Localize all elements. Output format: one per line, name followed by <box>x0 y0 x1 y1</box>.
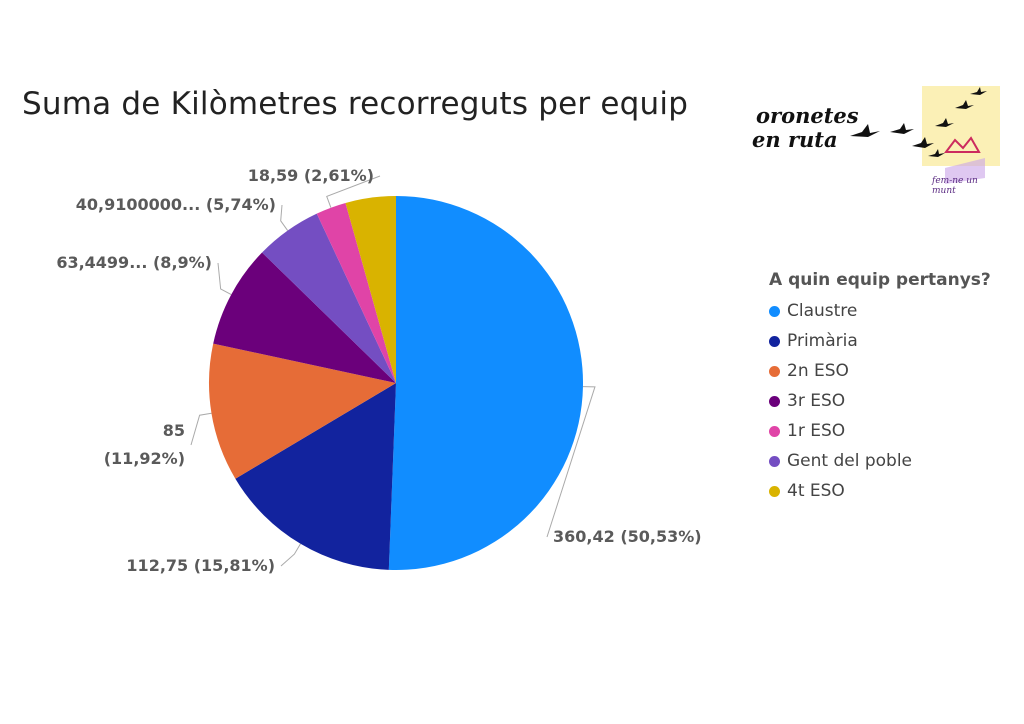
legend-items: Claustre Primària 2n ESO 3r ESO 1r ESO Gent d… <box>769 296 991 506</box>
logo-signature: fem-ne un munt <box>932 176 978 196</box>
legend-marker-icon <box>769 395 780 407</box>
legend-marker-icon <box>769 485 780 497</box>
data-label-3r-eso: 63,4499... (8,9%) <box>56 253 212 272</box>
swallows-icon <box>850 87 987 184</box>
logo-text-line1: oronetes <box>756 103 859 128</box>
data-label-gent-del-poble: 40,9100000... (5,74%) <box>76 195 276 214</box>
legend-title: A quin equip pertanys? <box>769 270 991 290</box>
leader-line-2n-eso <box>190 412 212 446</box>
pie-slice-4t-eso[interactable] <box>345 196 396 383</box>
data-label-primaria: 112,75 (15,81%) <box>126 556 275 575</box>
legend-item-claustre[interactable]: Claustre <box>769 296 991 326</box>
legend-marker-icon <box>769 305 780 317</box>
pie-slice-2n-eso[interactable] <box>208 343 396 479</box>
pie-slice-1r-eso[interactable] <box>316 202 396 383</box>
data-label-1r-eso: 18,59 (2,61%) <box>248 166 374 185</box>
legend-marker-icon <box>769 425 780 437</box>
legend-label: 2n ESO <box>787 361 849 381</box>
pie-slices <box>208 196 583 571</box>
pie-data-labels: 360,42 (50,53%) 112,75 (15,81%) 85 (11,92%)… <box>56 166 701 575</box>
leader-line-1r-eso <box>326 175 381 208</box>
legend-item-2n-eso[interactable]: 2n ESO <box>769 356 991 386</box>
leader-line-claustre <box>546 386 596 538</box>
data-label-2n-eso: 85 (11,92%) <box>104 421 185 468</box>
legend-marker-icon <box>769 335 780 347</box>
logo-text-line2: en ruta <box>752 127 838 152</box>
pie-leader-lines <box>190 175 596 567</box>
pie-slice-gent-del-poble[interactable] <box>262 213 396 383</box>
leader-line-gent-del-poble <box>280 204 289 231</box>
leader-line-3r-eso <box>217 262 232 296</box>
pie-slice-claustre[interactable] <box>388 196 583 571</box>
logo-wordmark: oronetes en ruta <box>752 103 859 152</box>
legend-label: 3r ESO <box>787 391 846 411</box>
legend-item-primaria[interactable]: Primària <box>769 326 991 356</box>
chart-title: Suma de Kilòmetres recorreguts per equip <box>22 86 689 122</box>
legend-item-1r-eso[interactable]: 1r ESO <box>769 416 991 446</box>
data-label-claustre: 360,42 (50,53%) <box>553 527 702 546</box>
oronetes-logo: oronetes en ruta fem-ne un munt <box>750 86 1000 196</box>
leader-line-primaria <box>280 543 301 567</box>
legend-marker-icon <box>769 455 780 467</box>
legend-label: Claustre <box>787 301 858 321</box>
legend-label: 4t ESO <box>787 481 845 501</box>
legend-label: Primària <box>787 331 858 351</box>
legend-label: Gent del poble <box>787 451 913 471</box>
legend-item-3r-eso[interactable]: 3r ESO <box>769 386 991 416</box>
pie-slice-3r-eso[interactable] <box>213 252 396 383</box>
legend-label: 1r ESO <box>787 421 846 441</box>
pie-slice-primaria[interactable] <box>235 383 396 570</box>
legend: A quin equip pertanys? Claustre Primària 2… <box>769 270 991 506</box>
legend-marker-icon <box>769 365 780 377</box>
legend-item-gent-del-poble[interactable]: Gent del poble <box>769 446 991 476</box>
legend-item-4t-eso[interactable]: 4t ESO <box>769 476 991 506</box>
